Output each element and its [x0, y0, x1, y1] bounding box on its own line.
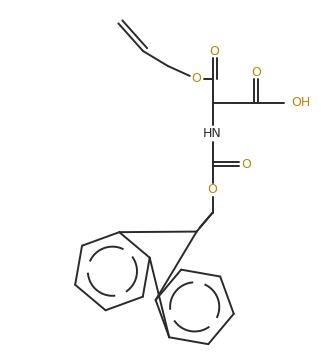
Text: O: O: [208, 183, 218, 196]
Text: O: O: [241, 158, 251, 171]
Text: HN: HN: [203, 127, 222, 140]
Text: O: O: [191, 72, 201, 85]
Text: O: O: [251, 66, 261, 79]
Text: OH: OH: [291, 96, 310, 109]
Text: O: O: [210, 45, 220, 58]
